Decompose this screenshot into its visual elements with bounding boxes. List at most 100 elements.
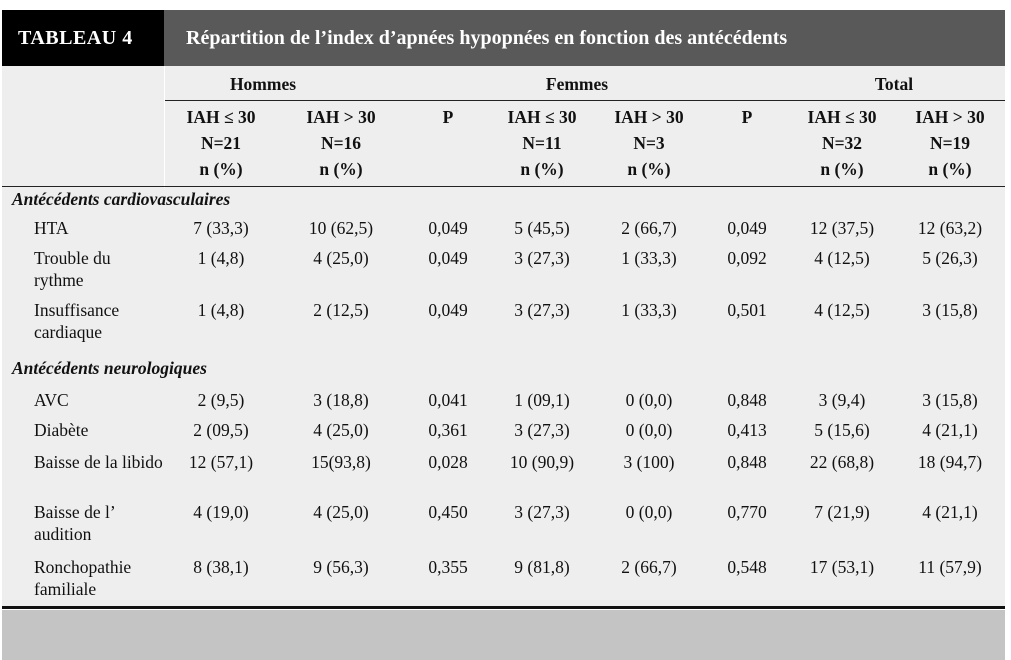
table-cell: 12 (57,1) xyxy=(188,452,254,472)
table-cell: 0,049 xyxy=(428,218,468,238)
row-label: Diabète xyxy=(34,420,89,440)
table-cell: 4 (21,1) xyxy=(922,502,978,522)
table-cell: 0,049 xyxy=(428,248,468,268)
group-header-total: Total xyxy=(874,74,914,94)
table-cell: 3 (27,3) xyxy=(514,248,570,268)
table-cell: 3 (27,3) xyxy=(514,420,570,440)
column-header-4-line-0: IAH > 30 xyxy=(614,107,684,127)
group-header-femmes: Femmes xyxy=(545,74,609,94)
table-cell: 4 (25,0) xyxy=(313,502,369,522)
table-cell: 10 (90,9) xyxy=(509,452,575,472)
table-cell: 3 (100) xyxy=(623,452,675,472)
table-cell: 0,770 xyxy=(727,502,767,522)
column-header-2-line-0: P xyxy=(442,107,454,127)
table-cell: 4 (19,0) xyxy=(193,502,249,522)
table-cell: 12 (63,2) xyxy=(917,218,983,238)
table-cell: 0,450 xyxy=(428,502,468,522)
table-cell: 22 (68,8) xyxy=(809,452,875,472)
table-cell: 7 (33,3) xyxy=(193,218,249,238)
table-figure: TABLEAU 4 Répartition de l’index d’apnée… xyxy=(2,4,1005,660)
column-header-5-line-0: P xyxy=(741,107,753,127)
table-cell: 4 (25,0) xyxy=(313,420,369,440)
table-cell: 3 (18,8) xyxy=(313,390,369,410)
table-cell: 0 (0,0) xyxy=(625,502,673,522)
table-cell: 2 (9,5) xyxy=(197,390,245,410)
column-header-4-line-2: n (%) xyxy=(627,159,671,179)
table-cell: 10 (62,5) xyxy=(308,218,374,238)
header-rule xyxy=(2,186,1005,187)
table-cell: 15(93,8) xyxy=(311,452,371,472)
table-cell: 12 (37,5) xyxy=(809,218,875,238)
column-header-6-line-1: N=32 xyxy=(821,133,863,153)
column-header-6-line-0: IAH ≤ 30 xyxy=(807,107,877,127)
column-header-4-line-1: N=3 xyxy=(633,133,665,153)
section-title-neurological: Antécédents neurologiques xyxy=(12,358,207,378)
table-cell: 4 (12,5) xyxy=(814,300,870,320)
bottom-rule xyxy=(2,606,1005,609)
column-header-3-line-1: N=11 xyxy=(522,133,562,153)
table-cell: 0,092 xyxy=(727,248,767,268)
table-cell: 0,501 xyxy=(727,300,767,320)
column-header-3-line-2: n (%) xyxy=(520,159,564,179)
section-title-cardiovascular: Antécédents cardiovasculaires xyxy=(12,189,231,209)
column-header-7-line-0: IAH > 30 xyxy=(915,107,985,127)
column-header-0-line-1: N=21 xyxy=(200,133,242,153)
table-cell: 0 (0,0) xyxy=(625,390,673,410)
row-label: Trouble du rythme xyxy=(34,248,111,290)
table-cell: 4 (25,0) xyxy=(313,248,369,268)
group-header-hommes: Hommes xyxy=(229,74,297,94)
row-label: AVC xyxy=(34,390,69,410)
table-cell: 3 (15,8) xyxy=(922,390,978,410)
table-number: TABLEAU 4 xyxy=(2,10,164,66)
table-cell: 4 (21,1) xyxy=(922,420,978,440)
row-label: Baisse de l’ audition xyxy=(34,502,115,544)
table-cell: 3 (27,3) xyxy=(514,300,570,320)
column-header-1-line-0: IAH > 30 xyxy=(306,107,376,127)
column-header-0-line-2: n (%) xyxy=(199,159,243,179)
table-cell: 3 (27,3) xyxy=(514,502,570,522)
column-header-6-line-2: n (%) xyxy=(820,159,864,179)
row-label: HTA xyxy=(34,218,69,238)
table-cell: 0,548 xyxy=(727,557,767,577)
table-cell: 0,049 xyxy=(727,218,767,238)
table-cell: 1 (33,3) xyxy=(621,300,677,320)
table-cell: 0,361 xyxy=(428,420,468,440)
table-cell: 0,848 xyxy=(727,390,767,410)
table-cell: 0,848 xyxy=(727,452,767,472)
table-title-bar: TABLEAU 4 Répartition de l’index d’apnée… xyxy=(2,10,1005,66)
table-cell: 0,413 xyxy=(727,420,767,440)
column-header-3-line-0: IAH ≤ 30 xyxy=(507,107,577,127)
header-divider xyxy=(164,66,165,188)
table-cell: 0,049 xyxy=(428,300,468,320)
table-cell: 0 (0,0) xyxy=(625,420,673,440)
table-cell: 9 (56,3) xyxy=(313,557,369,577)
table-cell: 1 (09,1) xyxy=(514,390,570,410)
table-cell: 7 (21,9) xyxy=(814,502,870,522)
table-cell: 17 (53,1) xyxy=(809,557,875,577)
table-cell: 0,028 xyxy=(428,452,468,472)
row-label: Ronchopathie familiale xyxy=(34,557,132,599)
table-title: Répartition de l’index d’apnées hypopnée… xyxy=(164,10,1005,66)
table-cell: 1 (4,8) xyxy=(197,248,245,268)
row-label: Insuffisance cardiaque xyxy=(34,300,120,342)
column-header-0-line-0: IAH ≤ 30 xyxy=(186,107,256,127)
table-cell: 4 (12,5) xyxy=(814,248,870,268)
column-header-1-line-1: N=16 xyxy=(320,133,362,153)
table-cell: 9 (81,8) xyxy=(514,557,570,577)
column-header-1-line-2: n (%) xyxy=(319,159,363,179)
table-cell: 0,355 xyxy=(428,557,468,577)
table-cell: 2 (66,7) xyxy=(621,218,677,238)
table-cell: 1 (4,8) xyxy=(197,300,245,320)
table-footer-band xyxy=(2,610,1005,660)
table-cell: 11 (57,9) xyxy=(918,557,982,577)
table-cell: 18 (94,7) xyxy=(917,452,983,472)
table-cell: 2 (66,7) xyxy=(621,557,677,577)
table-cell: 8 (38,1) xyxy=(193,557,249,577)
table-cell: 5 (45,5) xyxy=(514,218,570,238)
table-cell: 0,041 xyxy=(428,390,468,410)
table-body: Hommes Femmes Total IAH ≤ 30 N=21 n (%) IAH > … xyxy=(2,66,1005,609)
column-header-7-line-2: n (%) xyxy=(928,159,972,179)
table-cell: 2 (12,5) xyxy=(313,300,369,320)
table-cell: 2 (09,5) xyxy=(193,420,249,440)
column-header-7-line-1: N=19 xyxy=(929,133,971,153)
